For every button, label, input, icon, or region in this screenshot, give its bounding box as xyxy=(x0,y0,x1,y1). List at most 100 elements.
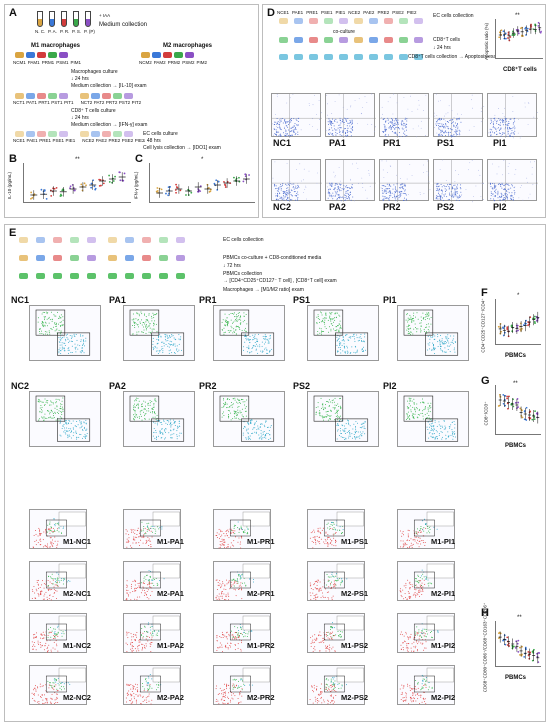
event-dot xyxy=(221,321,223,323)
event-dot xyxy=(252,339,254,341)
event-dot xyxy=(426,324,428,326)
event-dot xyxy=(261,351,263,353)
event-dot xyxy=(345,423,347,425)
event-dot xyxy=(227,329,229,331)
scatter-point xyxy=(111,181,113,184)
event-dot xyxy=(450,129,452,131)
event-dot xyxy=(329,132,331,134)
gate xyxy=(403,309,434,336)
event-dot xyxy=(162,348,164,350)
event-dot xyxy=(35,636,37,638)
event-dot xyxy=(356,351,358,353)
event-dot xyxy=(317,333,319,335)
macro-facs-plot xyxy=(397,509,455,549)
event-dot xyxy=(140,311,142,313)
event-dot xyxy=(127,585,129,587)
event-dot xyxy=(382,198,384,200)
event-dot xyxy=(69,340,71,342)
event-dot xyxy=(317,314,319,316)
event-dot xyxy=(336,340,338,342)
event-dot xyxy=(237,580,239,582)
event-dot xyxy=(414,592,416,594)
event-dot xyxy=(332,325,334,327)
event-dot xyxy=(407,325,409,327)
event-dot xyxy=(277,194,279,196)
event-dot xyxy=(507,188,509,190)
event-dot xyxy=(58,349,60,351)
event-dot xyxy=(221,538,223,540)
e-p-8 xyxy=(159,255,168,261)
event-dot xyxy=(224,403,226,405)
event-dot xyxy=(438,134,440,136)
event-dot xyxy=(419,414,421,416)
event-dot xyxy=(173,422,175,424)
event-dot xyxy=(136,536,138,538)
d-lbl-8: PSE2 xyxy=(392,10,404,15)
event-dot xyxy=(393,122,395,124)
event-dot xyxy=(407,413,409,415)
event-dot xyxy=(319,527,321,529)
gate xyxy=(151,332,185,356)
event-dot xyxy=(327,103,328,105)
event-dot xyxy=(138,536,140,538)
event-dot xyxy=(134,536,136,538)
event-dot xyxy=(335,572,337,574)
event-dot xyxy=(259,426,261,428)
event-dot xyxy=(496,173,498,175)
event-dot xyxy=(136,333,138,335)
event-dot xyxy=(46,318,48,320)
event-dot xyxy=(227,323,229,325)
event-dot xyxy=(137,403,139,405)
event-dot xyxy=(154,416,156,418)
event-dot xyxy=(157,350,159,352)
event-dot xyxy=(219,544,221,546)
event-dot xyxy=(65,420,67,422)
event-dot xyxy=(334,196,336,197)
event-dot xyxy=(62,408,64,410)
d-facs-pa1 xyxy=(325,93,376,138)
event-dot xyxy=(58,329,60,331)
event-dot xyxy=(400,178,401,179)
event-dot xyxy=(44,404,46,406)
event-dot xyxy=(441,183,442,185)
event-dot xyxy=(254,422,256,424)
event-dot xyxy=(511,192,513,194)
event-dot xyxy=(70,431,72,433)
event-dot xyxy=(342,425,344,427)
event-dot xyxy=(232,321,234,323)
event-dot xyxy=(330,542,332,544)
event-dot xyxy=(252,428,254,430)
event-dot xyxy=(497,192,499,194)
event-dot xyxy=(288,192,290,194)
event-dot xyxy=(439,123,441,125)
event-dot xyxy=(160,432,162,434)
event-dot xyxy=(335,532,337,534)
event-dot xyxy=(388,190,390,192)
event-dot xyxy=(416,136,418,138)
event-dot xyxy=(56,598,58,600)
tube-label-pi: P. (P) xyxy=(84,29,95,34)
event-dot xyxy=(387,188,389,190)
event-dot xyxy=(437,189,439,191)
event-dot xyxy=(342,129,344,131)
event-dot xyxy=(326,401,328,403)
event-dot xyxy=(237,402,239,404)
event-dot xyxy=(251,432,253,434)
event-dot xyxy=(389,188,391,190)
event-dot xyxy=(152,312,154,314)
event-dot xyxy=(336,129,338,131)
event-dot xyxy=(226,403,228,405)
event-dot xyxy=(388,127,390,129)
event-dot xyxy=(502,118,504,120)
event-dot xyxy=(324,407,326,409)
event-dot xyxy=(51,630,53,632)
event-dot xyxy=(349,120,351,122)
event-dot xyxy=(335,584,337,586)
event-dot xyxy=(406,544,408,546)
event-dot xyxy=(415,580,417,582)
event-dot xyxy=(349,194,351,196)
event-dot xyxy=(176,349,178,351)
event-dot xyxy=(53,589,55,591)
event-dot xyxy=(166,336,168,338)
event-dot xyxy=(433,347,435,349)
